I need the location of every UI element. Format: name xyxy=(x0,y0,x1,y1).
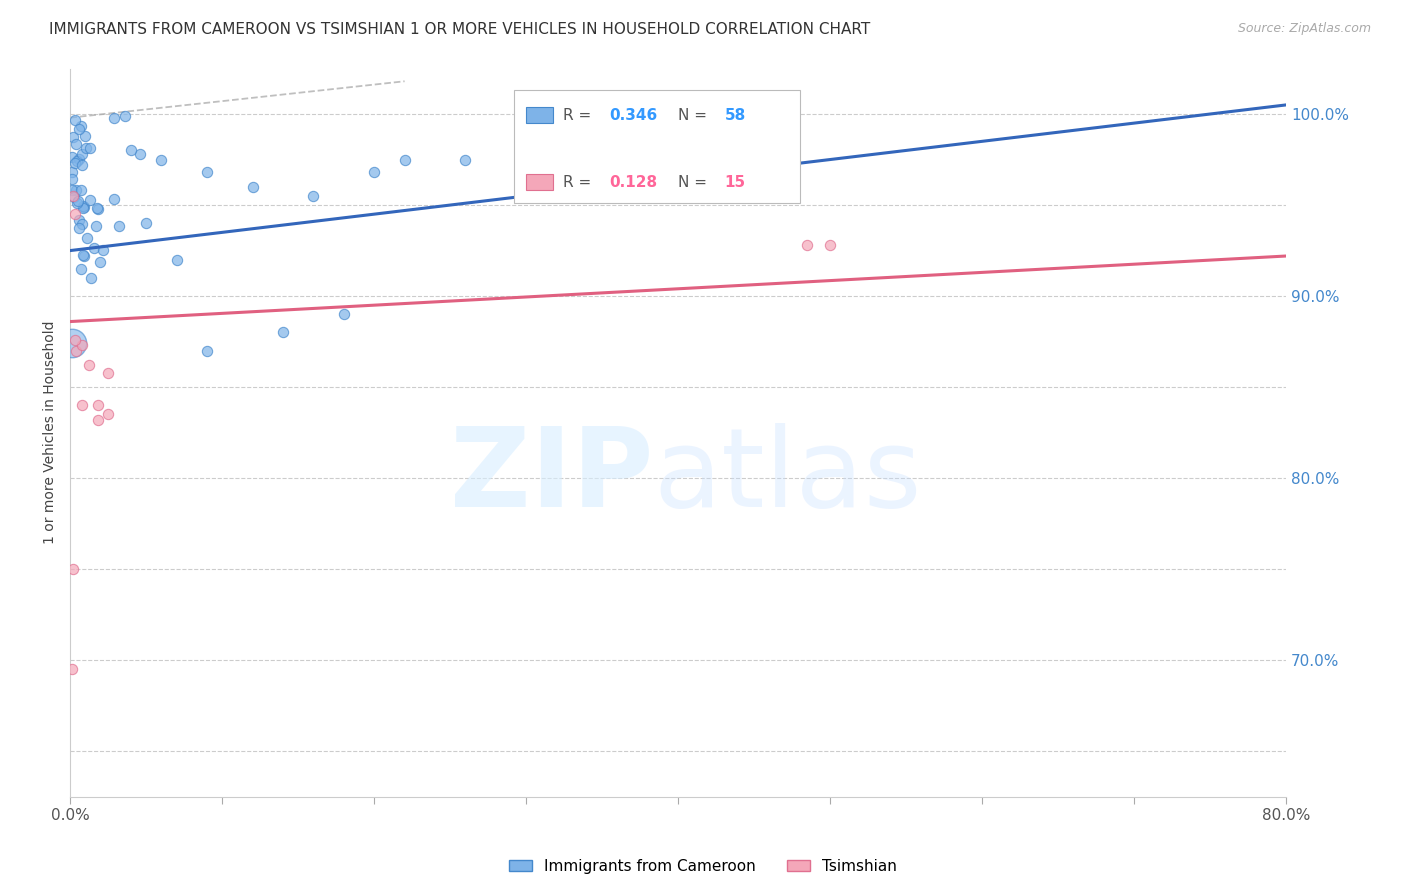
Point xyxy=(108,219,131,234)
Point xyxy=(60,336,83,351)
Point xyxy=(72,338,94,352)
Point xyxy=(242,179,264,194)
Point xyxy=(70,183,93,197)
Point xyxy=(73,200,96,214)
Point xyxy=(135,216,157,230)
Point xyxy=(302,189,325,203)
Point xyxy=(67,220,90,235)
Text: R =: R = xyxy=(562,108,596,122)
Point xyxy=(150,153,173,167)
Point xyxy=(72,398,94,412)
Text: atlas: atlas xyxy=(654,423,922,530)
Point xyxy=(796,238,818,252)
Point xyxy=(65,154,87,169)
Point xyxy=(86,413,108,427)
Point xyxy=(77,358,100,372)
Point xyxy=(87,202,110,216)
Point xyxy=(60,183,83,197)
Point xyxy=(103,111,125,125)
Point xyxy=(67,152,90,166)
Point xyxy=(818,238,841,252)
Text: 58: 58 xyxy=(724,108,745,122)
Point xyxy=(60,662,83,676)
Point xyxy=(72,202,94,216)
Point xyxy=(83,241,105,255)
Point xyxy=(63,112,86,127)
Point xyxy=(73,128,96,143)
Point xyxy=(93,243,115,257)
Text: 0.128: 0.128 xyxy=(609,175,657,190)
Point xyxy=(76,231,98,245)
Text: R =: R = xyxy=(562,175,596,190)
Point xyxy=(166,252,188,267)
Point xyxy=(84,219,107,234)
Point xyxy=(63,156,86,170)
Point xyxy=(63,207,86,221)
Point xyxy=(62,130,84,145)
Point xyxy=(60,164,83,178)
Y-axis label: 1 or more Vehicles in Household: 1 or more Vehicles in Household xyxy=(44,321,58,544)
Text: ZIP: ZIP xyxy=(450,423,654,530)
Point xyxy=(80,270,103,285)
Point xyxy=(70,158,93,172)
Point xyxy=(60,150,83,164)
Point xyxy=(86,202,108,216)
Point xyxy=(70,146,93,161)
Point xyxy=(79,194,101,208)
FancyBboxPatch shape xyxy=(515,90,800,203)
Point xyxy=(97,366,120,380)
Point xyxy=(72,199,94,213)
Point xyxy=(67,122,90,136)
Point xyxy=(73,249,96,263)
Point xyxy=(363,165,385,179)
Point xyxy=(129,146,152,161)
Point xyxy=(70,262,93,277)
Point xyxy=(60,171,83,186)
Point xyxy=(63,189,86,203)
Point xyxy=(114,109,136,123)
Text: N =: N = xyxy=(678,108,711,122)
FancyBboxPatch shape xyxy=(526,107,553,123)
Text: 0.346: 0.346 xyxy=(609,108,657,122)
Point xyxy=(75,141,97,155)
Point xyxy=(97,408,120,422)
Point xyxy=(65,343,87,358)
FancyBboxPatch shape xyxy=(526,174,553,190)
Point xyxy=(65,137,87,152)
Point xyxy=(63,333,86,347)
Point xyxy=(66,195,89,210)
Point xyxy=(271,326,294,340)
Point xyxy=(70,217,93,231)
Point xyxy=(62,189,84,203)
Point xyxy=(103,192,125,206)
Point xyxy=(72,248,94,262)
Point xyxy=(67,213,90,227)
Point xyxy=(333,307,356,321)
Point xyxy=(62,562,84,576)
Point xyxy=(195,343,218,358)
Legend: Immigrants from Cameroon, Tsimshian: Immigrants from Cameroon, Tsimshian xyxy=(503,853,903,880)
Text: IMMIGRANTS FROM CAMEROON VS TSIMSHIAN 1 OR MORE VEHICLES IN HOUSEHOLD CORRELATIO: IMMIGRANTS FROM CAMEROON VS TSIMSHIAN 1 … xyxy=(49,22,870,37)
Text: N =: N = xyxy=(678,175,711,190)
Point xyxy=(69,119,91,133)
Point xyxy=(86,398,108,412)
Point xyxy=(79,140,101,154)
Point xyxy=(454,153,477,167)
Point xyxy=(65,183,87,197)
Point xyxy=(195,165,218,179)
Point xyxy=(89,255,111,269)
Point xyxy=(120,144,142,158)
Point xyxy=(67,194,90,208)
Point xyxy=(394,153,416,167)
Text: 15: 15 xyxy=(724,175,745,190)
Text: Source: ZipAtlas.com: Source: ZipAtlas.com xyxy=(1237,22,1371,36)
